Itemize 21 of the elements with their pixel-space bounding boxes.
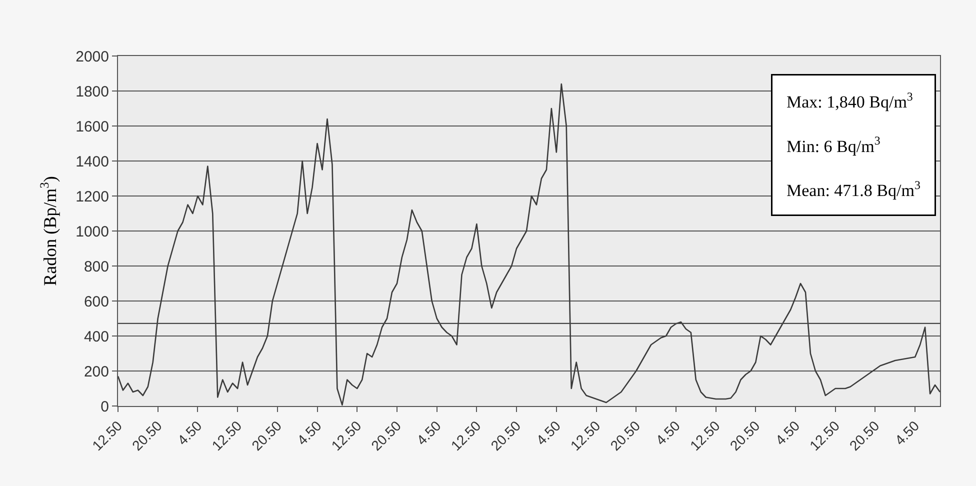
x-tick-label: 4.50 <box>892 417 922 448</box>
y-tick-label: 1000 <box>76 223 109 240</box>
x-tick-label: 4.50 <box>413 417 444 448</box>
annotation: Min: 6 Bq/m$^{3}$ <box>786 134 880 156</box>
x-tick-label: 4.50 <box>652 417 684 448</box>
x-tick-label: 4.50 <box>532 417 564 448</box>
y-tick-label: 0 <box>100 398 109 416</box>
y-tick-label: 1200 <box>76 188 109 206</box>
y-tick-label: 2000 <box>76 48 109 66</box>
x-tick-label: 4.50 <box>772 417 803 448</box>
y-tick-label: 1600 <box>76 118 109 136</box>
x-tick-label: 4.50 <box>294 417 324 448</box>
y-tick-label: 200 <box>84 363 109 380</box>
y-tick-label: 400 <box>84 328 109 346</box>
x-tick-label: 4.50 <box>174 417 205 448</box>
annotation: Max: 1,840 Bq/m$^{3}$ <box>786 90 913 112</box>
y-tick-label: 600 <box>84 293 109 310</box>
y-tick-label: 800 <box>84 258 109 276</box>
y-tick-label: 1400 <box>76 153 109 170</box>
annotation: Mean: 471.8 Bq/m$^{3}$ <box>786 178 920 200</box>
y-tick-label: 1800 <box>76 83 109 100</box>
